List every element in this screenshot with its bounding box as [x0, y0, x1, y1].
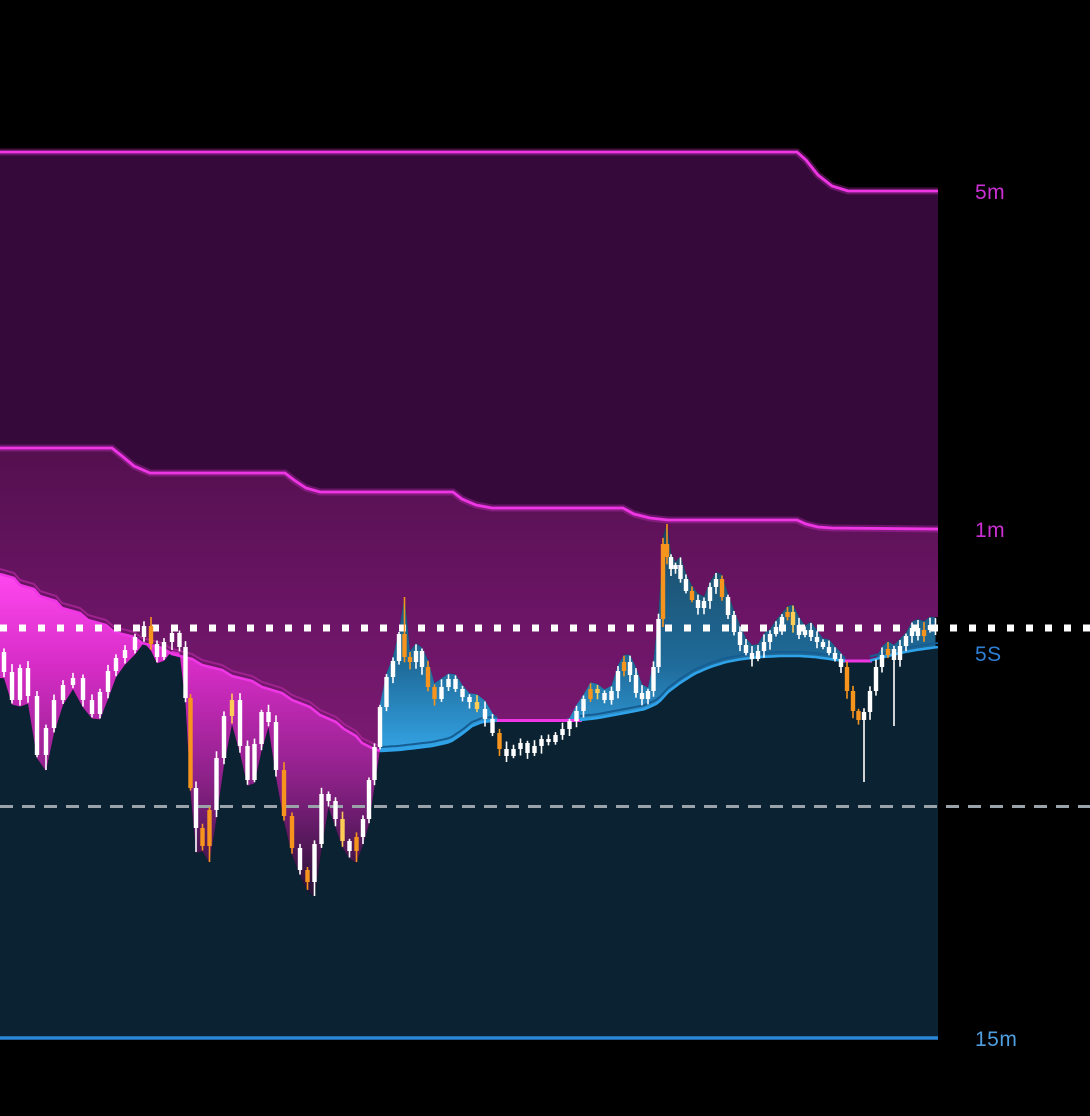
timeframe-label-1m: 1m — [975, 519, 1006, 542]
timeframe-label-5m: 5m — [975, 181, 1006, 204]
ribbon-5s-line-down-shadow — [0, 568, 381, 747]
flip-strip — [494, 719, 582, 759]
ribbon-5m-line — [0, 150, 938, 193]
ribbon-1m-line — [0, 446, 939, 531]
ribbon-5s-line-down — [0, 572, 381, 753]
band-1m-price — [0, 448, 938, 751]
timeframe-label-15m: 15m — [975, 1028, 1018, 1051]
ribbon-5s-line-up-shadow — [579, 651, 846, 717]
candles-group — [1, 524, 938, 896]
timeframe-label-5s: 5S — [975, 643, 1002, 666]
band-5m-1m — [0, 152, 938, 529]
band-below-price — [0, 642, 938, 1037]
ribbon-5s-line-up-shadow — [379, 715, 498, 748]
ribbon-5s-line-up — [579, 654, 846, 722]
ribbon-5s-line-up — [379, 719, 498, 753]
